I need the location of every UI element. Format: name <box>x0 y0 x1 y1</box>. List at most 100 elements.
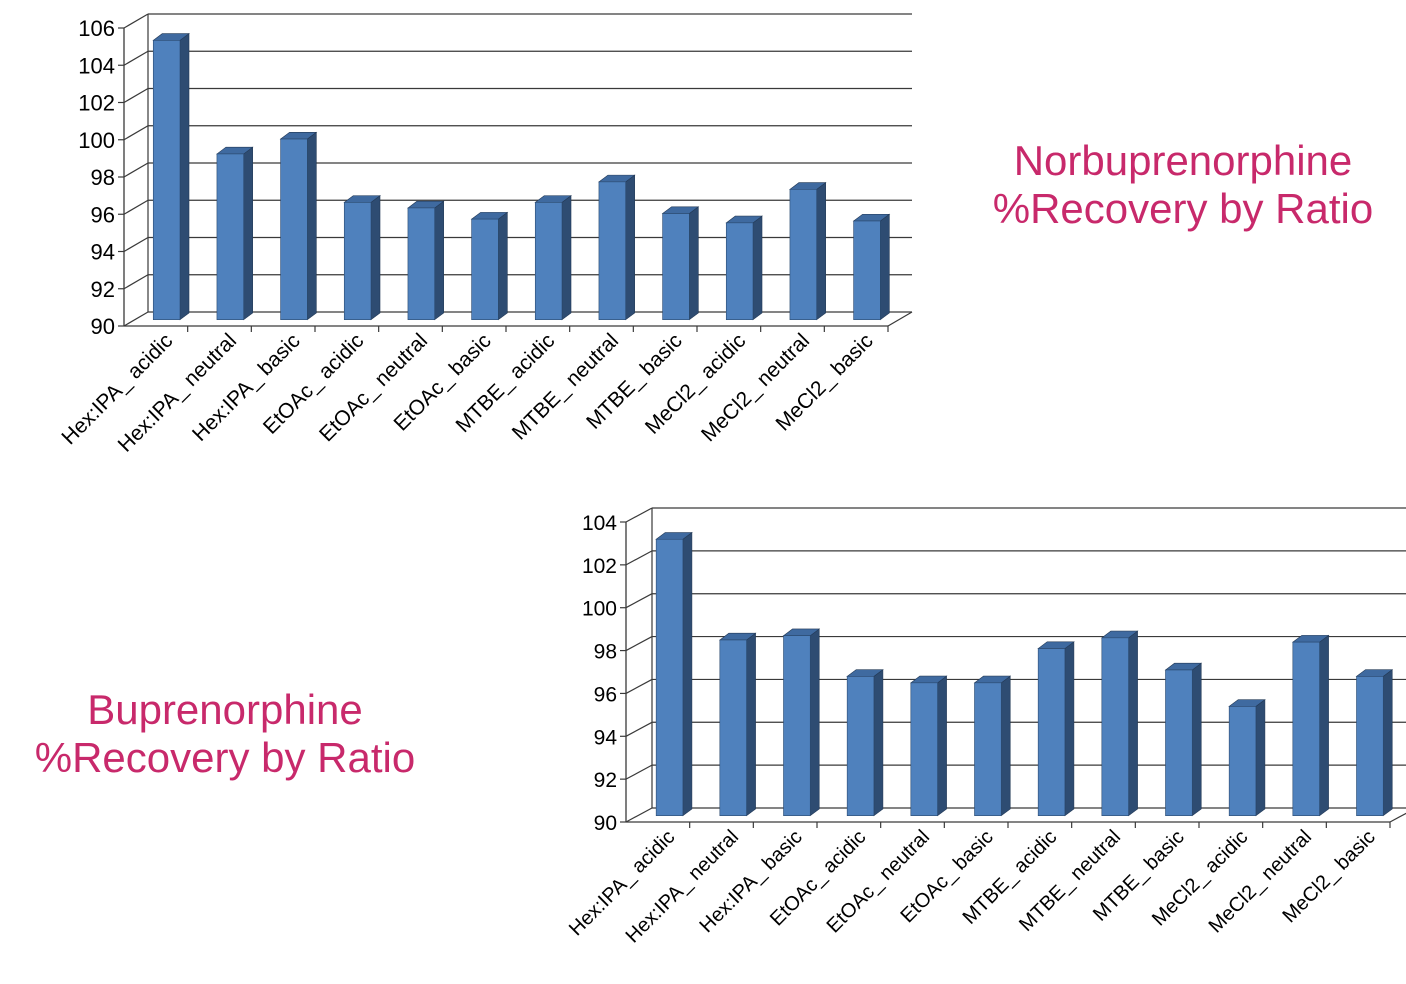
bar <box>534 195 572 321</box>
bar-side <box>179 32 190 321</box>
y-tick-label: 100 <box>582 598 617 621</box>
bar-front <box>1101 637 1129 816</box>
y-tick-label: 104 <box>582 512 617 535</box>
bar-front <box>152 40 181 321</box>
gridline-connector <box>123 13 149 29</box>
bar-side <box>682 531 693 817</box>
y-tick-label: 98 <box>91 165 115 190</box>
bar-side <box>1128 630 1138 817</box>
bar-front <box>534 202 563 321</box>
x-category-label: Hex:IPA_ neutral <box>622 826 743 947</box>
x-category-label: EtOAc_ neutral <box>315 329 432 446</box>
gridline-connector <box>123 125 149 141</box>
bar-front <box>343 202 372 321</box>
bar <box>1291 634 1330 817</box>
y-tick-label: 90 <box>594 812 617 835</box>
bar <box>789 181 827 321</box>
y-tick-label: 94 <box>594 726 618 749</box>
bar-front <box>719 639 747 816</box>
y-tick-label: 96 <box>594 683 617 706</box>
buprenorphine-chart-title: Buprenorphine %Recovery by Ratio <box>0 686 450 782</box>
floor-edge <box>887 311 913 327</box>
bar <box>1164 662 1203 817</box>
bar-front <box>789 189 817 320</box>
y-tick-label: 92 <box>91 277 115 302</box>
y-tick-label: 90 <box>91 314 115 339</box>
bar <box>852 213 891 321</box>
bar <box>846 669 884 817</box>
x-category-label: MeCl2_ neutral <box>697 329 814 446</box>
bar-side <box>625 174 635 321</box>
x-category-label: Hex:IPA_ neutral <box>114 329 241 456</box>
bar <box>661 206 700 321</box>
y-tick-label: 98 <box>594 641 617 664</box>
bar <box>279 131 318 321</box>
norbuprenorphine-chart-title: Norbuprenorphine %Recovery by Ratio <box>960 137 1406 233</box>
bar-front <box>216 153 244 320</box>
bar <box>725 215 763 321</box>
gridline-connector <box>123 87 149 104</box>
norbuprenorphine-title-line1: Norbuprenorphine <box>1013 137 1353 184</box>
bar-front <box>471 218 499 320</box>
bar-side <box>307 131 317 321</box>
x-category-label: Hex:IPA_ acidic <box>57 329 177 449</box>
bar-side <box>1191 662 1202 817</box>
norbuprenorphine-title-line2: %Recovery by Ratio <box>992 185 1374 232</box>
bar-front <box>407 207 435 320</box>
bar <box>407 200 445 321</box>
gridline-connector <box>625 807 653 823</box>
bar-front <box>1356 676 1384 817</box>
gridline-connector <box>123 311 149 327</box>
y-tick-label: 106 <box>78 16 115 41</box>
floor-edge <box>1389 812 1406 823</box>
gridline-connector <box>123 162 149 178</box>
bar <box>1037 641 1075 817</box>
bar-front <box>1165 669 1193 816</box>
buprenorphine-title-line2: %Recovery by Ratio <box>34 734 416 781</box>
gridline-connector <box>123 236 149 253</box>
bar-side <box>1000 675 1011 817</box>
bar <box>1228 699 1266 817</box>
bar-side <box>1319 634 1329 817</box>
bar-side <box>434 200 444 321</box>
y-tick-label: 92 <box>594 769 617 792</box>
bar <box>598 174 636 321</box>
bar-front <box>280 138 308 321</box>
x-category-label: Hex:IPA_ acidic <box>565 826 679 940</box>
y-tick-label: 96 <box>91 202 115 227</box>
bar <box>973 675 1012 817</box>
bar-side <box>1255 699 1266 817</box>
gridline-connector <box>625 593 653 609</box>
bar-side <box>1382 669 1393 817</box>
bar-side <box>243 146 253 321</box>
bar-side <box>873 669 884 817</box>
bar-side <box>816 181 826 321</box>
bar-side <box>1064 641 1075 817</box>
gridline-connector <box>625 636 653 652</box>
norbuprenorphine-chart: 90 92 94 96 98 100 102 104 106 Hex:IPA_ acidicHex… <box>57 13 913 457</box>
bar-side <box>498 211 508 321</box>
bar-front <box>846 676 875 817</box>
bar-front <box>974 682 1002 816</box>
gridline-connector <box>625 550 653 566</box>
bar-front <box>655 538 684 816</box>
bar <box>343 195 381 321</box>
bar-front <box>725 222 754 321</box>
gridline-connector <box>123 274 149 290</box>
bar <box>1355 669 1394 817</box>
bar-front <box>1228 706 1257 817</box>
bar <box>1100 630 1139 817</box>
x-category-label: Hex:IPA_ basic <box>188 329 305 446</box>
bar <box>152 32 190 321</box>
y-tick-label: 100 <box>78 128 115 153</box>
bar-side <box>809 628 820 817</box>
gridline-connector <box>123 50 149 66</box>
bar-side <box>880 213 890 321</box>
gridline-connector <box>123 199 149 215</box>
bar-front <box>598 181 626 320</box>
bar <box>909 675 948 817</box>
bar-side <box>370 195 381 321</box>
bar-front <box>910 682 938 816</box>
bar <box>782 628 821 817</box>
